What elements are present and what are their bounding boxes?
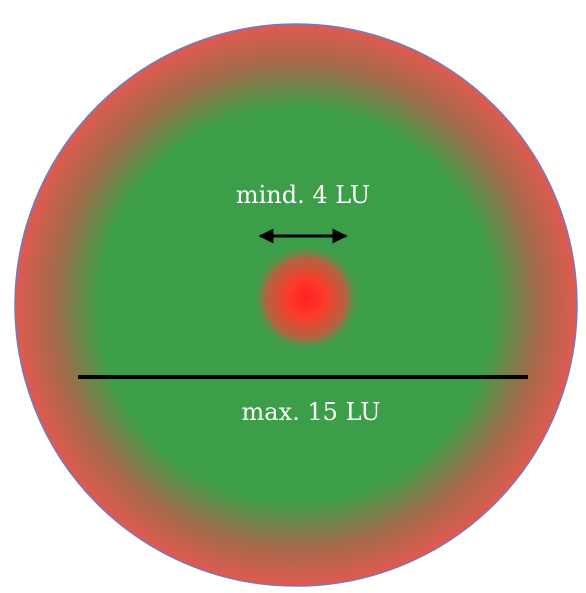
inner-distance-label: mind. 4 LU (236, 181, 370, 209)
outer-diameter-label: max. 15 LU (242, 398, 381, 426)
hotspot-circle (252, 244, 360, 352)
